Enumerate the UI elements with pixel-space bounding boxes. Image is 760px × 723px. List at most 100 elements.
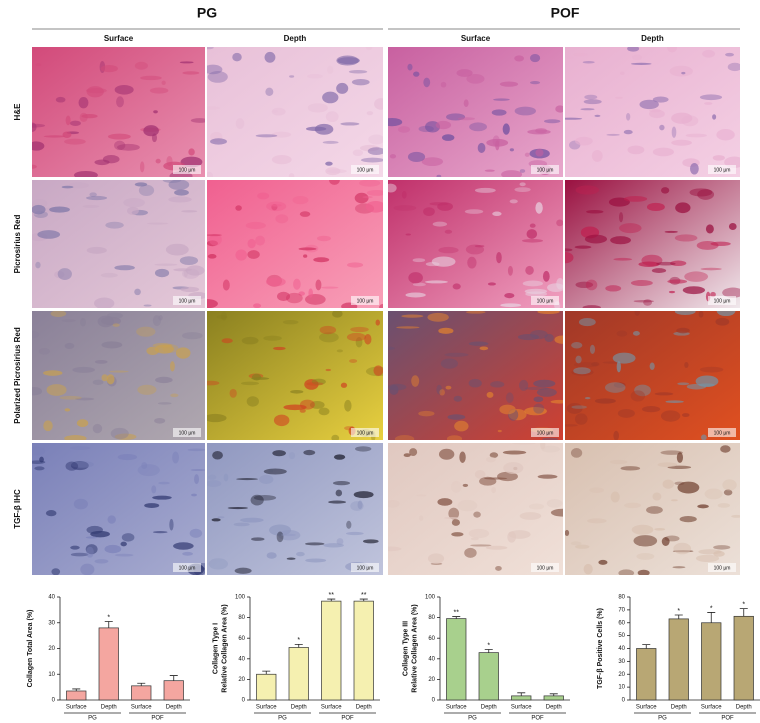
- x-tick-label: Depth: [291, 705, 307, 711]
- texture-spot: [616, 361, 621, 373]
- group-label: POF: [531, 716, 544, 722]
- row-label: H&E: [13, 103, 22, 121]
- texture-spot: [223, 473, 229, 482]
- x-tick-label: Surface: [66, 705, 87, 711]
- texture-spot: [710, 291, 716, 298]
- y-tick-label: 60: [238, 636, 245, 642]
- texture-spot: [134, 61, 148, 70]
- texture-spot: [731, 514, 740, 518]
- texture-spot: [567, 56, 574, 59]
- texture-spot: [627, 145, 645, 155]
- texture-spot: [189, 528, 203, 538]
- texture-spot: [332, 311, 343, 318]
- texture-spot: [70, 552, 89, 557]
- texture-spot: [728, 223, 737, 231]
- scale-bar: 100 µm: [537, 298, 554, 304]
- texture-spot: [73, 170, 98, 177]
- texture-spot: [362, 196, 373, 199]
- texture-spot: [172, 451, 179, 464]
- texture-spot: [174, 189, 189, 196]
- texture-spot: [474, 244, 485, 248]
- y-tick-label: 30: [48, 620, 55, 626]
- texture-spot: [32, 460, 46, 464]
- texture-spot: [440, 81, 447, 88]
- texture-spot: [550, 399, 563, 404]
- micrograph: [32, 443, 205, 575]
- texture-spot: [307, 73, 323, 79]
- group-label: POF: [341, 716, 354, 722]
- texture-spot: [589, 487, 605, 493]
- texture-spot: [305, 126, 327, 132]
- texture-spot: [451, 480, 462, 493]
- texture-spot: [702, 49, 716, 58]
- texture-spot: [266, 552, 277, 559]
- texture-spot: [155, 376, 173, 384]
- x-tick-label: Depth: [356, 705, 372, 711]
- texture-spot: [180, 286, 200, 293]
- texture-spot: [207, 71, 228, 83]
- texture-spot: [712, 114, 717, 120]
- error-bar: [739, 608, 748, 617]
- texture-spot: [610, 491, 620, 503]
- texture-spot: [306, 382, 324, 386]
- texture-spot: [427, 312, 449, 322]
- bar: [511, 695, 532, 701]
- texture-spot: [507, 265, 513, 276]
- scale-bar-bg: [531, 428, 559, 437]
- texture-spot: [698, 383, 715, 387]
- x-tick-label: Depth: [166, 705, 182, 711]
- texture-spot: [72, 366, 95, 373]
- texture-spot: [236, 478, 258, 481]
- texture-spot: [652, 492, 662, 501]
- texture-spot: [542, 437, 559, 440]
- texture-spot: [438, 327, 454, 334]
- texture-spot: [139, 161, 145, 173]
- texture-spot: [123, 198, 145, 208]
- texture-spot: [175, 347, 191, 359]
- texture-spot: [305, 558, 327, 563]
- texture-spot: [684, 362, 689, 368]
- error-bar: [674, 614, 683, 619]
- texture-spot: [468, 341, 489, 346]
- texture-spot: [191, 493, 197, 497]
- texture-spot: [537, 311, 560, 315]
- y-axis-label: Relative Collagen Area (%): [221, 604, 228, 692]
- texture-spot: [723, 489, 733, 496]
- bar: [733, 615, 754, 701]
- error-bar: [262, 670, 271, 675]
- texture-spot: [73, 498, 88, 510]
- texture-spot: [484, 169, 495, 172]
- texture-spot: [374, 98, 383, 110]
- texture-spot: [240, 517, 264, 523]
- texture-spot: [408, 272, 423, 284]
- texture-spot: [207, 64, 223, 75]
- texture-spot: [143, 125, 159, 137]
- texture-spot: [346, 520, 352, 529]
- texture-spot: [367, 147, 383, 155]
- texture-spot: [613, 430, 619, 440]
- texture-spot: [609, 459, 628, 465]
- texture-spot: [514, 106, 536, 116]
- texture: [388, 182, 563, 308]
- texture-spot: [319, 332, 339, 343]
- texture-spot: [427, 553, 445, 564]
- texture-spot: [114, 140, 126, 151]
- texture-spot: [207, 413, 227, 423]
- texture-spot: [477, 142, 486, 154]
- texture-spot: [613, 257, 633, 261]
- texture-spot: [61, 185, 74, 189]
- y-tick-label: 10: [48, 672, 55, 678]
- texture-spot: [32, 387, 43, 396]
- texture-spot: [571, 405, 587, 409]
- texture-spot: [298, 291, 305, 296]
- texture-spot: [138, 184, 155, 196]
- texture-spot: [594, 398, 616, 404]
- texture-spot: [502, 450, 527, 455]
- texture-spot: [654, 527, 666, 531]
- scale-bar-bg: [708, 165, 736, 174]
- texture-spot: [168, 180, 190, 191]
- texture-spot: [575, 185, 600, 195]
- texture-spot: [188, 148, 195, 156]
- texture-spot: [542, 270, 550, 282]
- texture-spot: [631, 524, 654, 535]
